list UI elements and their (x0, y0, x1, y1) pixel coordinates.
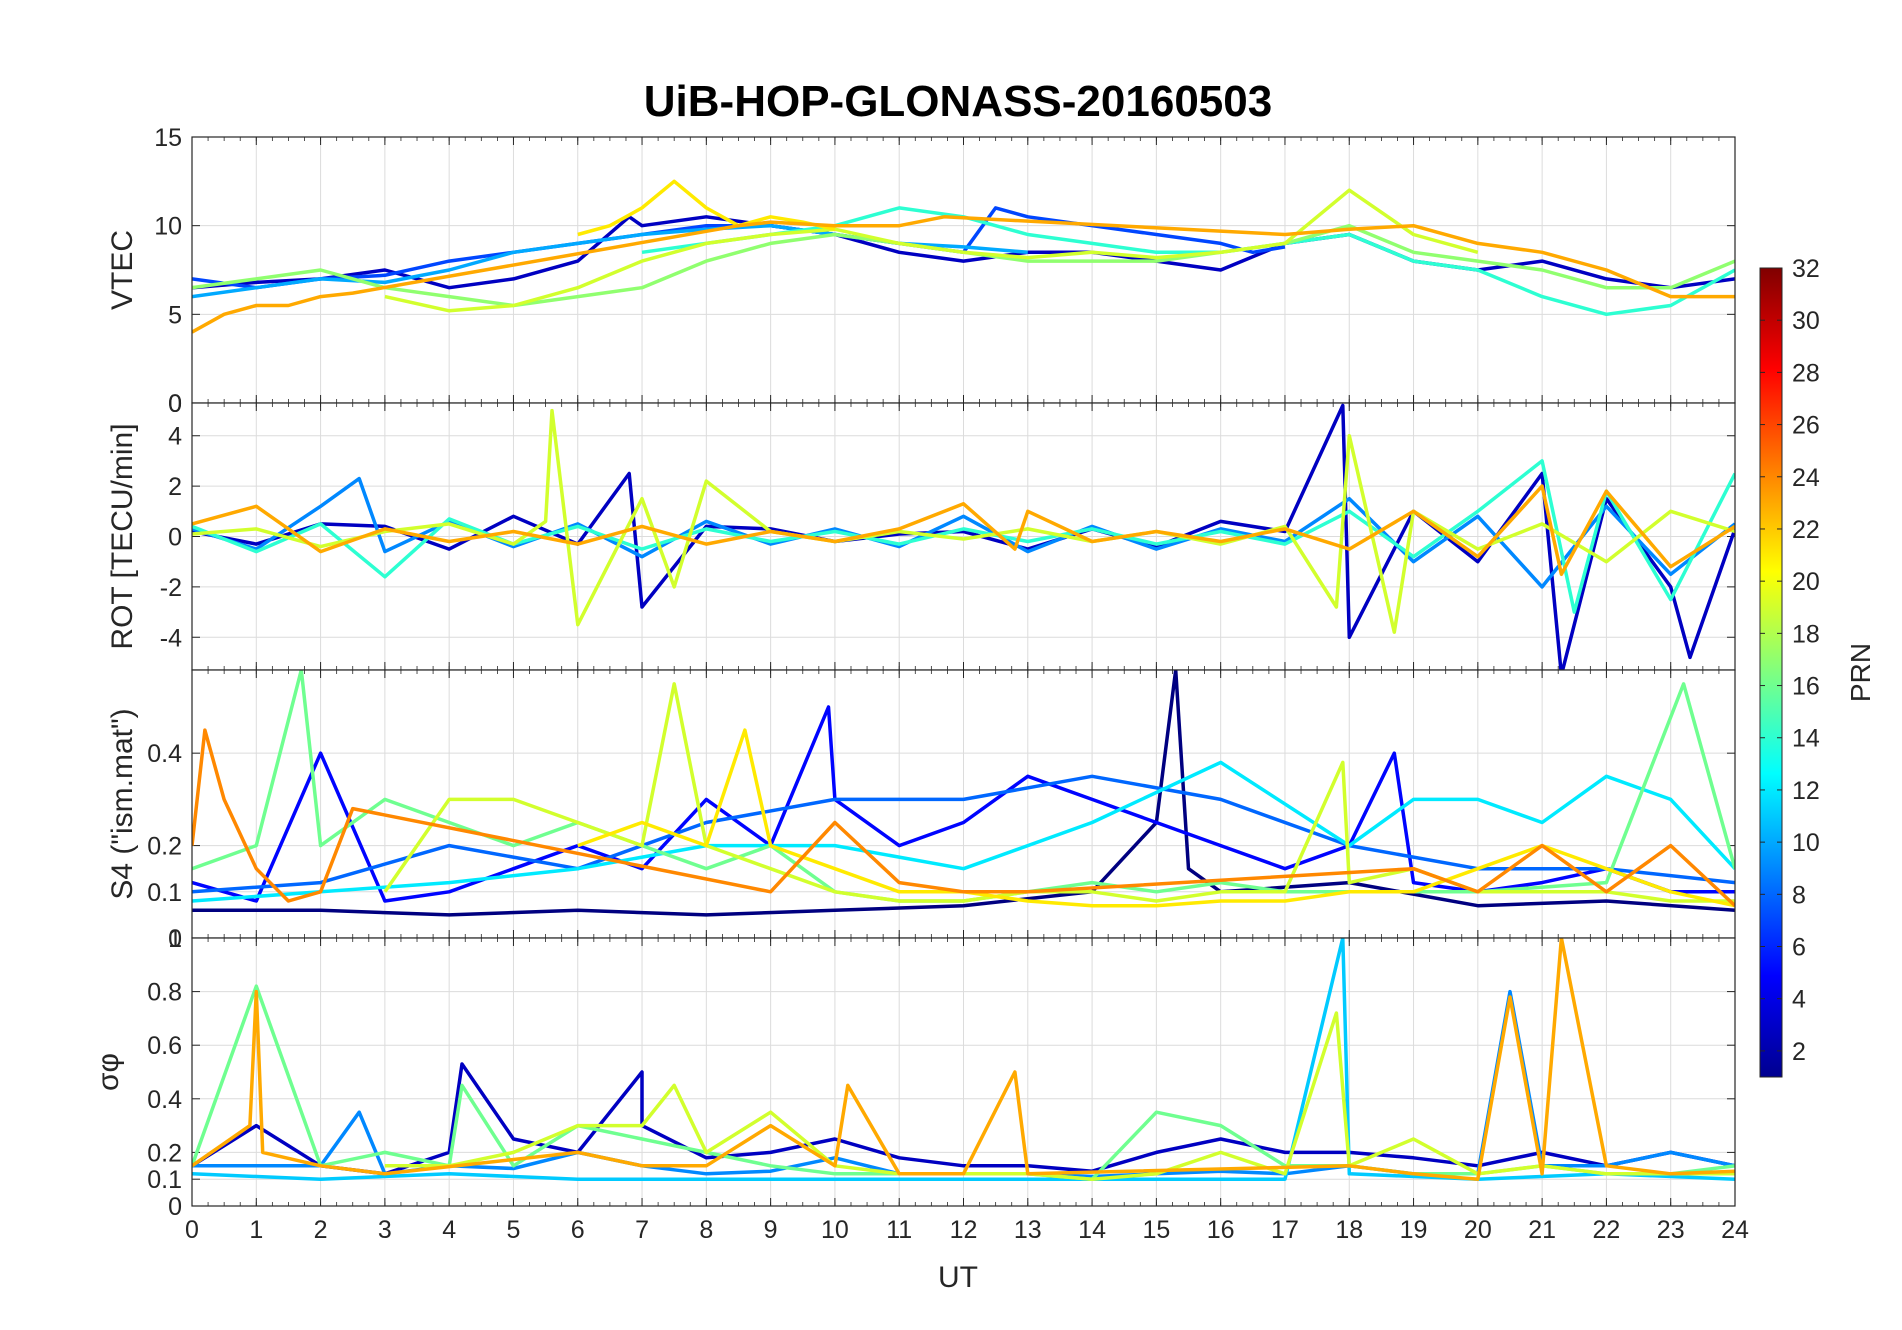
colorbar-tick-label: 28 (1792, 359, 1820, 387)
colorbar-tick-label: 10 (1792, 829, 1820, 857)
y-tick-label: 0 (168, 1193, 182, 1221)
colorbar-tick-label: 14 (1792, 725, 1820, 753)
y-tick-label: 10 (154, 213, 182, 241)
x-tick-label: 20 (1464, 1216, 1492, 1244)
series-line-prn-23 (192, 938, 1735, 1181)
colorbar-tick-label: 30 (1792, 307, 1820, 335)
x-tick-label: 23 (1657, 1216, 1685, 1244)
y-tick-label: 4 (168, 423, 182, 451)
series-group (192, 938, 1735, 1181)
colorbar-tick-label: 16 (1792, 673, 1820, 701)
series-line-prn-12 (192, 760, 1735, 903)
y-tick-label: 0.4 (147, 1086, 182, 1114)
y-axis-label: σφ (92, 1053, 125, 1091)
x-tick-label: 21 (1528, 1216, 1556, 1244)
chart-title: UiB-HOP-GLONASS-20160503 (644, 77, 1272, 126)
x-tick-label: 12 (950, 1216, 978, 1244)
panel-2: -4 -2 0 2 4 0 ROT [TECU/min] (106, 390, 1736, 671)
x-tick-label: 24 (1721, 1216, 1749, 1244)
panel-3: 0.1 0.2 0.4 0 S4 ("ism.mat") (106, 669, 1736, 953)
y-tick-label: -4 (160, 624, 182, 652)
y-axis-label: VTEC (106, 230, 139, 310)
x-tick-label: 17 (1271, 1216, 1299, 1244)
series-line-prn-21 (577, 728, 1735, 908)
colorbar-tick-label: 6 (1792, 934, 1806, 962)
series-line-prn-5 (192, 705, 1735, 903)
series-line-prn-1 (192, 670, 1735, 917)
x-tick-label: 8 (699, 1216, 713, 1244)
x-tick-label: 7 (635, 1216, 649, 1244)
y-tick-label: 15 (154, 124, 182, 152)
series-line-prn-23 (192, 484, 1735, 577)
y-tick-label: 0.1 (147, 879, 182, 907)
y-tick-label: 1 (168, 925, 182, 953)
x-tick-label: 10 (821, 1216, 849, 1244)
y-tick-label: -2 (160, 574, 182, 602)
x-tick-label: 16 (1207, 1216, 1235, 1244)
series-line-prn-19 (383, 682, 1735, 903)
x-tick-label: 15 (1142, 1216, 1170, 1244)
x-tick-label: 14 (1078, 1216, 1106, 1244)
panel-frame (191, 937, 1736, 1207)
y-tick-label: 0.2 (147, 1139, 182, 1167)
series-group (192, 670, 1735, 917)
colorbar-tick-label: 18 (1792, 620, 1820, 648)
x-tick-label: 19 (1400, 1216, 1428, 1244)
series-line-prn-3 (192, 403, 1735, 670)
x-tick-label: 4 (442, 1216, 456, 1244)
x-tick-label: 0 (185, 1216, 199, 1244)
x-tick-label: 22 (1593, 1216, 1621, 1244)
y-tick-label: 0.6 (147, 1032, 182, 1060)
panel-4: 0 1 2 3 4 5 6 7 8 9 10 11 12 13 14 15 16 17 18 19 20 21 22 23 24… (92, 925, 1749, 1244)
y-axis-label: ROT [TECU/min] (106, 423, 139, 649)
colorbar-tick-label: 22 (1792, 516, 1820, 544)
x-tick-label: 1 (249, 1216, 263, 1244)
colorbar-tick-label: 26 (1792, 412, 1820, 440)
x-tick-label: 2 (314, 1216, 328, 1244)
x-tick-label: 6 (571, 1216, 585, 1244)
series-line-prn-19 (384, 1011, 1735, 1181)
x-tick-label: 5 (507, 1216, 521, 1244)
x-tick-label: 18 (1335, 1216, 1363, 1244)
y-tick-label: 0 (168, 925, 182, 953)
series-line-prn-23 (192, 215, 1735, 334)
series-line-prn-21 (577, 179, 836, 237)
colorbar-gradient (1759, 267, 1783, 1078)
x-tick-label: 13 (1014, 1216, 1042, 1244)
y-tick-label: 0.1 (147, 1166, 182, 1194)
colorbar-tick-label: 20 (1792, 568, 1820, 596)
panel-1: 0 5 10 15 VTEC (106, 124, 1736, 418)
x-tick-label: 9 (764, 1216, 778, 1244)
colorbar-label: PRN (1845, 643, 1876, 702)
colorbar-tick-label: 8 (1792, 881, 1806, 909)
y-tick-label: 0 (168, 524, 182, 552)
y-tick-label: 0.4 (147, 740, 182, 768)
colorbar-tick-label: 4 (1792, 986, 1806, 1014)
y-tick-label: 0 (168, 390, 182, 418)
x-tick-label: 3 (378, 1216, 392, 1244)
y-tick-label: 0 (168, 390, 182, 418)
colorbar-tick-label: 2 (1792, 1038, 1806, 1066)
colorbar-tick-label: 24 (1792, 464, 1820, 492)
y-tick-label: 2 (168, 473, 182, 501)
y-axis-label: S4 ("ism.mat") (106, 708, 139, 899)
y-tick-label: 0.2 (147, 833, 182, 861)
series-group (192, 179, 1735, 334)
series-group (192, 403, 1735, 670)
x-axis-label: UT (938, 1261, 978, 1294)
colorbar-tick-label: 32 (1792, 255, 1820, 283)
x-tick-label: 11 (886, 1216, 912, 1244)
series-line-prn-9 (192, 476, 1735, 589)
y-tick-label: 5 (168, 301, 182, 329)
y-tick-label: 0.8 (147, 979, 182, 1007)
colorbar-tick-label: 12 (1792, 777, 1820, 805)
series-line-prn-24 (192, 728, 1735, 907)
